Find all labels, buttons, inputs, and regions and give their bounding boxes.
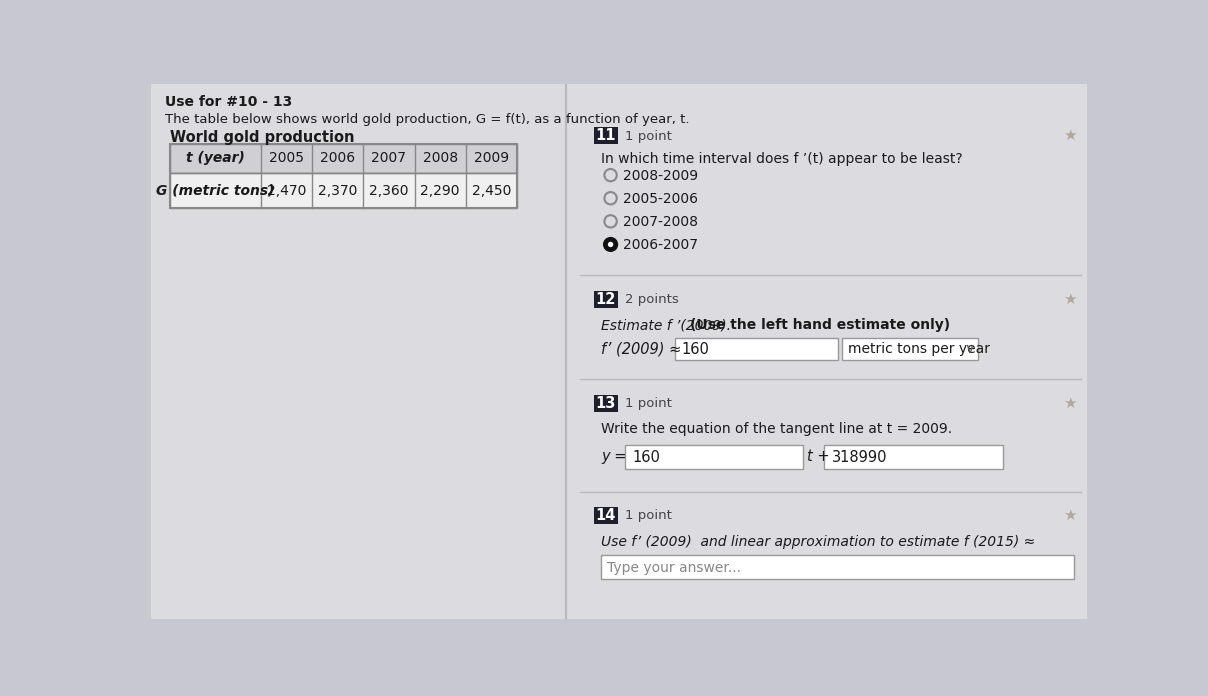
Text: 13: 13 [596, 395, 616, 411]
Bar [169, 173, 517, 208]
Bar [593, 291, 618, 308]
Text: ★: ★ [1063, 128, 1076, 143]
Bar [593, 127, 618, 144]
Text: 2,370: 2,370 [318, 184, 358, 198]
Bar [169, 143, 517, 208]
Circle shape [608, 242, 614, 247]
Bar [825, 445, 1003, 468]
Bar [625, 445, 803, 468]
Bar [602, 555, 1074, 579]
Text: (Use the left hand estimate only): (Use the left hand estimate only) [691, 318, 951, 333]
Text: 2009: 2009 [474, 151, 509, 165]
Bar [169, 143, 517, 173]
Text: 2006-2007: 2006-2007 [623, 238, 698, 252]
Text: ★: ★ [1063, 395, 1076, 411]
Text: 160: 160 [681, 342, 709, 357]
Text: 2005-2006: 2005-2006 [623, 192, 698, 206]
Text: G (metric tons): G (metric tons) [156, 184, 274, 198]
Text: 2,290: 2,290 [420, 184, 460, 198]
Text: 2 points: 2 points [625, 293, 678, 306]
Text: 1 point: 1 point [625, 397, 672, 410]
Text: f’ (2009) ≈: f’ (2009) ≈ [602, 342, 681, 356]
Text: 2007: 2007 [371, 151, 406, 165]
Text: 1 point: 1 point [625, 129, 672, 143]
Bar [675, 338, 837, 360]
Text: 1 point: 1 point [625, 509, 672, 522]
Text: World gold production: World gold production [169, 129, 354, 145]
Circle shape [604, 238, 617, 251]
Text: 12: 12 [596, 292, 616, 307]
Bar [593, 507, 618, 524]
Text: 2007-2008: 2007-2008 [623, 215, 698, 229]
Text: t (year): t (year) [186, 151, 245, 165]
Text: 14: 14 [596, 508, 616, 523]
Text: 2008: 2008 [423, 151, 458, 165]
Text: 2005: 2005 [269, 151, 304, 165]
Text: In which time interval does f ’(t) appear to be least?: In which time interval does f ’(t) appea… [602, 152, 963, 166]
Text: ★: ★ [1063, 292, 1076, 307]
Text: 2008-2009: 2008-2009 [623, 169, 698, 183]
Bar [593, 395, 618, 411]
Text: y =: y = [602, 448, 627, 464]
Text: 160: 160 [632, 450, 660, 465]
Text: t +: t + [807, 448, 830, 464]
Text: The table below shows world gold production, G = f(t), as a function of year, t.: The table below shows world gold product… [165, 113, 690, 126]
Text: Type your answer...: Type your answer... [608, 561, 742, 575]
Text: ∨: ∨ [964, 342, 974, 356]
Bar [842, 338, 978, 360]
Text: Use for #10 - 13: Use for #10 - 13 [165, 95, 292, 109]
Text: 11: 11 [596, 128, 616, 143]
Text: 2,470: 2,470 [267, 184, 307, 198]
Text: 2,360: 2,360 [370, 184, 408, 198]
Text: 318990: 318990 [832, 450, 888, 465]
Text: Estimate f ’(2009).: Estimate f ’(2009). [602, 318, 736, 333]
Text: Write the equation of the tangent line at t = 2009.: Write the equation of the tangent line a… [602, 422, 952, 436]
Text: 2006: 2006 [320, 151, 355, 165]
Bar [151, 84, 565, 619]
Text: ★: ★ [1063, 508, 1076, 523]
Text: Use f’ (2009)  and linear approximation to estimate f (2015) ≈: Use f’ (2009) and linear approximation t… [602, 535, 1035, 548]
Text: 2,450: 2,450 [471, 184, 511, 198]
Bar [565, 84, 1087, 619]
Text: metric tons per year: metric tons per year [848, 342, 991, 356]
